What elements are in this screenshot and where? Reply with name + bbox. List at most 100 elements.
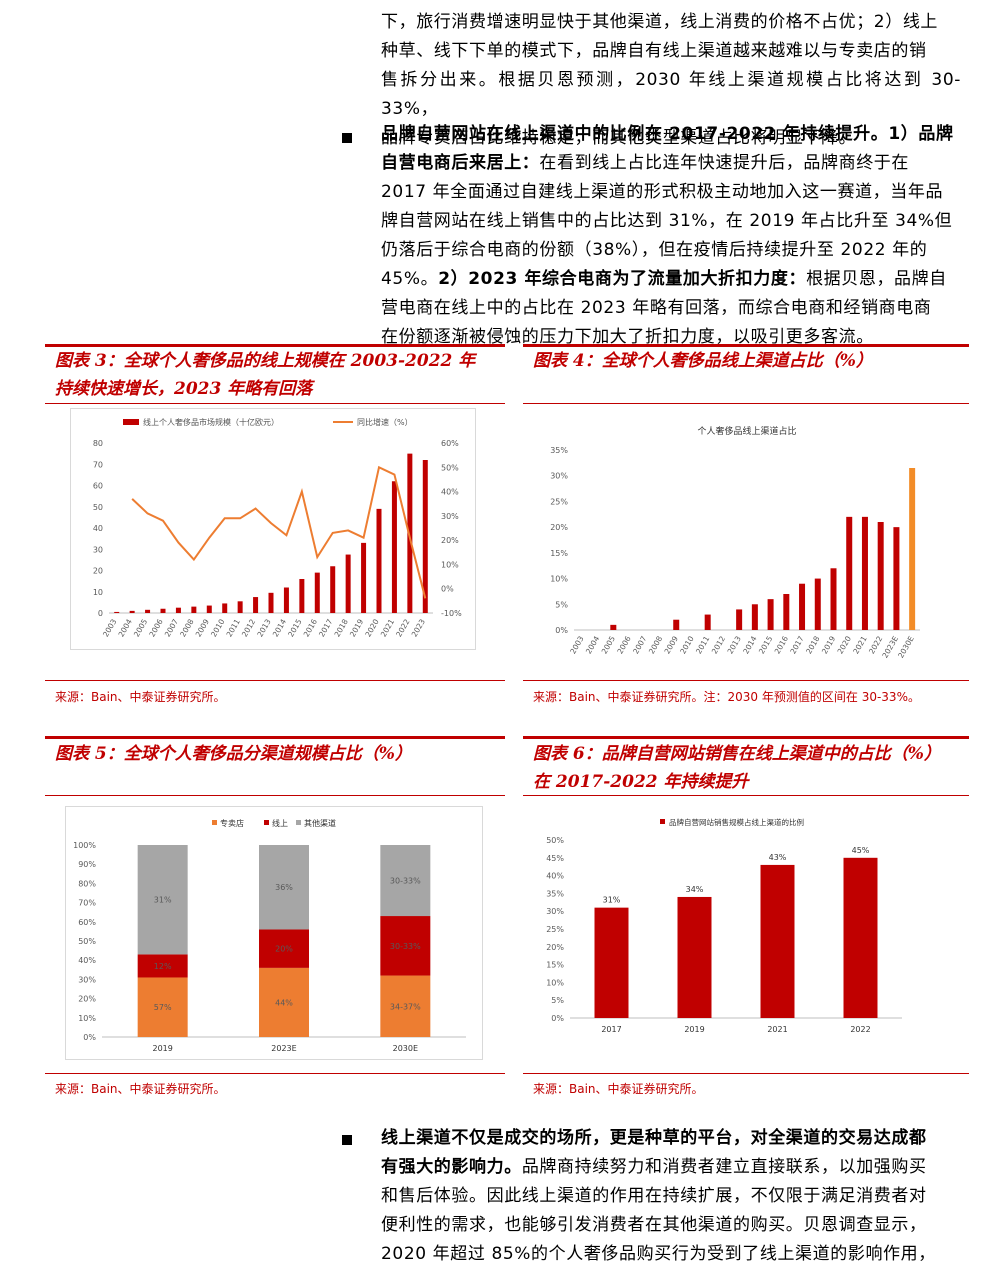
bar — [799, 583, 806, 630]
text-line: 种草、线下下单的模式下，品牌自有线上渠道越来越难以与专卖店的销 — [381, 41, 927, 61]
x-tick-label: 2021 — [767, 1025, 787, 1034]
text-line: 牌自营网站在线上销售中的占比达到 31%，在 2019 年占比升至 34%但 — [381, 211, 953, 231]
bold-text: 线上渠道不仅是成交的场所，更是种草的平台，对全渠道的交易达成都 — [381, 1128, 927, 1148]
x-tick-label: 2010 — [209, 617, 226, 638]
x-tick-label: 2010 — [678, 634, 695, 655]
text-line: 便利性的需求，也能够引发消费者在其他渠道的购买。贝恩调查显示， — [381, 1215, 927, 1235]
y-tick-label: 50% — [78, 937, 96, 946]
data-label: 30-33% — [390, 942, 421, 951]
text-line: 营电商在线上中的占比在 2023 年略有回落，而综合电商和经销商电商 — [381, 298, 932, 318]
y-tick-label: 5% — [555, 600, 568, 609]
text-line: 和售后体验。因此线上渠道的作用在持续扩展，不仅限于满足消费者对 — [381, 1186, 927, 1206]
y-tick-label: 35% — [550, 446, 568, 455]
figure-6-source: 来源：Bain、中泰证券研究所。 — [533, 1082, 704, 1096]
figure-4-chart: 个人奢侈品线上渠道占比 0% 5% 10% 15% 20% 25% 30% 35% 2003 200… — [540, 414, 932, 676]
legend-swatch — [296, 820, 301, 825]
y2-tick-label: 50% — [441, 463, 459, 472]
bar — [673, 619, 680, 630]
y-tick-label: 35% — [546, 889, 564, 898]
bar-segment — [137, 954, 188, 978]
x-tick-label: 2011 — [694, 634, 711, 655]
x-tick-label: 2011 — [225, 617, 242, 638]
bar-segment — [137, 845, 188, 955]
y-tick-label: 20% — [546, 943, 564, 952]
bar — [376, 508, 382, 613]
y2-tick-label: 20% — [441, 536, 459, 545]
x-tick-label: 2016 — [302, 617, 319, 638]
x-tick-label: 2013 — [255, 617, 272, 638]
y-tick-label: 60 — [93, 482, 103, 491]
y-tick-label: 45% — [546, 854, 564, 863]
y2-tick-label: 10% — [441, 560, 459, 569]
bar-segment — [380, 845, 431, 917]
figure-6-title: 图表 6：品牌自营网站销售在线上渠道中的占比（%） 在 2017-2022 年持… — [533, 740, 973, 796]
y-tick-label: 60% — [78, 918, 96, 927]
legend-label: 专卖店 — [220, 818, 244, 828]
legend-label: 其他渠道 — [304, 818, 336, 828]
y-tick-label: 25% — [546, 925, 564, 934]
y-tick-label: 0% — [555, 626, 568, 635]
x-tick-label: 2021 — [851, 634, 868, 655]
x-tick-label: 2009 — [194, 617, 211, 638]
bar — [610, 624, 617, 630]
y-tick-label: 40% — [78, 956, 96, 965]
figure-rule — [45, 795, 505, 796]
x-tick-label: 2017 — [788, 634, 805, 655]
y-tick-label: 100% — [73, 841, 96, 850]
bar — [314, 572, 320, 613]
x-tick-label: 2014 — [271, 617, 288, 638]
figure-6-svg: 品牌自营网站销售规模占线上渠道的比例 0% 5% 10% 15% 20% 25% 30% 35%… — [546, 817, 902, 1034]
figure-3-chart: 线上个人奢侈品市场规模（十亿欧元） 同比增速（%） 0 10 20 30 40 50 60 70 8… — [70, 408, 476, 650]
figure-6-chart: 品牌自营网站销售规模占线上渠道的比例 0% 5% 10% 15% 20% 25% 30% 35%… — [540, 808, 912, 1044]
figure-5-source: 来源：Bain、中泰证券研究所。 — [55, 1082, 226, 1096]
text-line: 售拆分出来。根据贝恩预测，2030 年线上渠道规模占比将达到 30-33%， — [381, 70, 961, 119]
y-tick-label: 15% — [550, 549, 568, 558]
y-tick-label: 15% — [546, 961, 564, 970]
legend-label: 线上个人奢侈品市场规模（十亿欧元） — [143, 417, 279, 427]
y-tick-label: 30% — [550, 472, 568, 481]
bar — [160, 608, 166, 613]
bullet-marker — [342, 1135, 352, 1145]
x-tick-label: 2014 — [741, 634, 758, 655]
bar — [767, 599, 774, 630]
text-line: 在份额逐渐被侵蚀的压力下加大了折扣力度，以吸引更多客流。 — [381, 327, 874, 347]
x-tick-label: 2019 — [152, 1044, 172, 1053]
bar — [422, 460, 428, 613]
x-tick-label: 2013 — [726, 634, 743, 655]
body-text: 根据贝恩，品牌自 — [806, 269, 947, 289]
y-tick-label: 80% — [78, 879, 96, 888]
bold-text: 2）2023 年综合电商为了流量加大折扣力度： — [438, 269, 807, 289]
figure-title-line: 在 2017-2022 年持续提升 — [533, 772, 749, 792]
figure-title-line: 图表 6：品牌自营网站销售在线上渠道中的占比（%） — [533, 744, 941, 764]
x-tick-label: 2017 — [601, 1025, 621, 1034]
x-tick-label: 2021 — [379, 617, 396, 638]
y-tick-label: 5% — [551, 996, 564, 1005]
bar — [191, 606, 197, 613]
x-tick-label: 2004 — [117, 617, 134, 638]
bar — [299, 579, 305, 613]
figure-title-line: 持续快速增长，2023 年略有回落 — [55, 379, 313, 399]
bar — [114, 611, 120, 613]
chart-title: 个人奢侈品线上渠道占比 — [697, 425, 796, 437]
bar — [909, 468, 916, 630]
bold-text: 有强大的影响力。 — [381, 1157, 522, 1177]
bar — [783, 594, 790, 630]
figure-rule — [45, 736, 505, 739]
bold-text: 品牌自营网站在线上渠道中的比例在 2017-2022 年持续提升。1）品牌 — [381, 124, 954, 144]
legend-swatch — [212, 820, 217, 825]
legend-label: 品牌自营网站销售规模占线上渠道的比例 — [669, 817, 804, 827]
body-text: 在看到线上占比连年快速提升后，品牌商终于在 — [539, 153, 910, 173]
figure-4-title: 图表 4：全球个人奢侈品线上渠道占比（%） — [533, 351, 873, 371]
data-label: 12% — [154, 962, 172, 971]
data-label: 31% — [154, 896, 172, 905]
y2-tick-label: -10% — [441, 609, 462, 618]
x-tick-label: 2003 — [568, 634, 585, 655]
bar — [175, 607, 181, 613]
figure-rule — [45, 403, 505, 404]
y-tick-label: 90% — [78, 860, 96, 869]
y-tick-label: 70 — [93, 460, 103, 469]
x-tick-label: 2017 — [317, 617, 334, 638]
body-text: 品牌商持续努力和消费者建立直接联系，以加强购买 — [521, 1157, 927, 1177]
bar — [704, 614, 711, 630]
figure-title-line: 图表 3：全球个人奢侈品的线上规模在 2003-2022 年 — [55, 351, 476, 371]
